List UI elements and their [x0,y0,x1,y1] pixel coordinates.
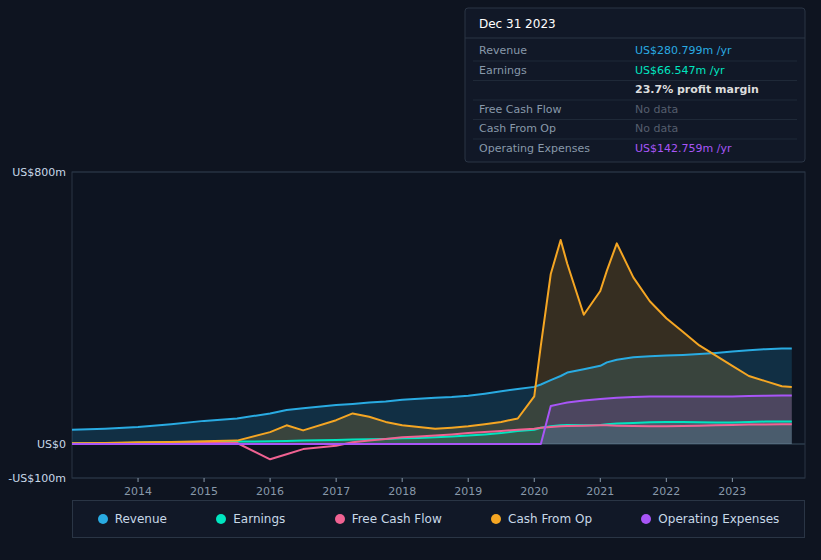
annotation-title: Dec 31 2023 [479,17,556,31]
series-line [72,348,792,429]
y-tick-label: -US$100m [8,472,66,485]
y-tick-label: US$800m [12,166,66,179]
annotation-value: No data [635,103,678,116]
annotation-label: Operating Expenses [479,142,590,155]
x-tick [138,478,139,482]
plot-background [72,172,805,478]
area-fill [72,395,792,444]
x-tick [270,478,271,482]
x-tick-label: 2020 [520,485,548,498]
legend-swatch [641,514,651,524]
x-tick [468,478,469,482]
x-tick [732,478,733,482]
separator [473,61,797,62]
line-layer [72,240,792,459]
series-group [72,240,792,459]
legend-swatch [335,514,345,524]
page: {"chart_data": { "type": "area", "x": [2… [0,0,821,560]
area-layer [72,240,792,444]
legend-item: Operating Expenses [641,512,779,526]
x-tick [534,478,535,482]
annotation-label: Earnings [479,64,527,77]
annotation-value: 23.7% profit margin [635,83,759,96]
series-line [72,421,792,443]
x-tick [600,478,601,482]
y-axis: -US$100m US$0 US$800m [8,166,805,485]
annotation-label: Revenue [479,44,527,57]
x-tick [402,478,403,482]
separator [473,100,797,101]
legend-swatch [491,514,501,524]
separator [465,38,805,39]
legend-swatch [98,514,108,524]
separator [473,139,797,140]
legend: Revenue Earnings Free Cash Flow Cash From O… [72,500,805,538]
x-tick [204,478,205,482]
legend-item: Free Cash Flow [335,512,442,526]
x-tick-label: 2018 [388,485,416,498]
x-tick [666,478,667,482]
legend-label: Operating Expenses [658,512,779,526]
area-fill [72,240,792,444]
x-tick-label: 2022 [652,485,680,498]
y-tick-label: US$0 [37,438,66,451]
plot-frame [72,172,805,478]
legend-item: Earnings [216,512,285,526]
series-line [72,395,792,444]
annotation-box [465,8,805,162]
legend-label: Revenue [115,512,167,526]
chart: -US$100mUS$0US$800m201420152016201720182… [0,0,821,560]
legend-swatch [216,514,226,524]
x-tick-label: 2023 [718,485,746,498]
annotation-value: US$142.759m /yr [635,142,732,155]
separator [473,119,797,120]
annotation-value: US$280.799m /yr [635,44,732,57]
legend-label: Cash From Op [508,512,592,526]
x-tick-label: 2019 [454,485,482,498]
x-tick [336,478,337,482]
annotation-label: Free Cash Flow [479,103,562,116]
legend-label: Earnings [233,512,285,526]
separator [473,80,797,81]
series-line [72,240,792,443]
x-tick-label: 2015 [190,485,218,498]
annotation-value: US$66.547m /yr [635,64,725,77]
x-tick-label: 2016 [256,485,284,498]
x-tick-label: 2014 [124,485,152,498]
x-tick-label: 2021 [586,485,614,498]
annotation: Dec 31 2023 Revenue US$280.799m /yr Earning… [465,8,805,162]
annotation-value: No data [635,122,678,135]
legend-label: Free Cash Flow [352,512,442,526]
x-axis: 2014 2015 2016 2017 2018 2019 2020 2021 2022 2023 [124,478,746,498]
legend-item: Cash From Op [491,512,592,526]
legend-item: Revenue [98,512,167,526]
x-tick-label: 2017 [322,485,350,498]
annotation-label: Cash From Op [479,122,556,135]
